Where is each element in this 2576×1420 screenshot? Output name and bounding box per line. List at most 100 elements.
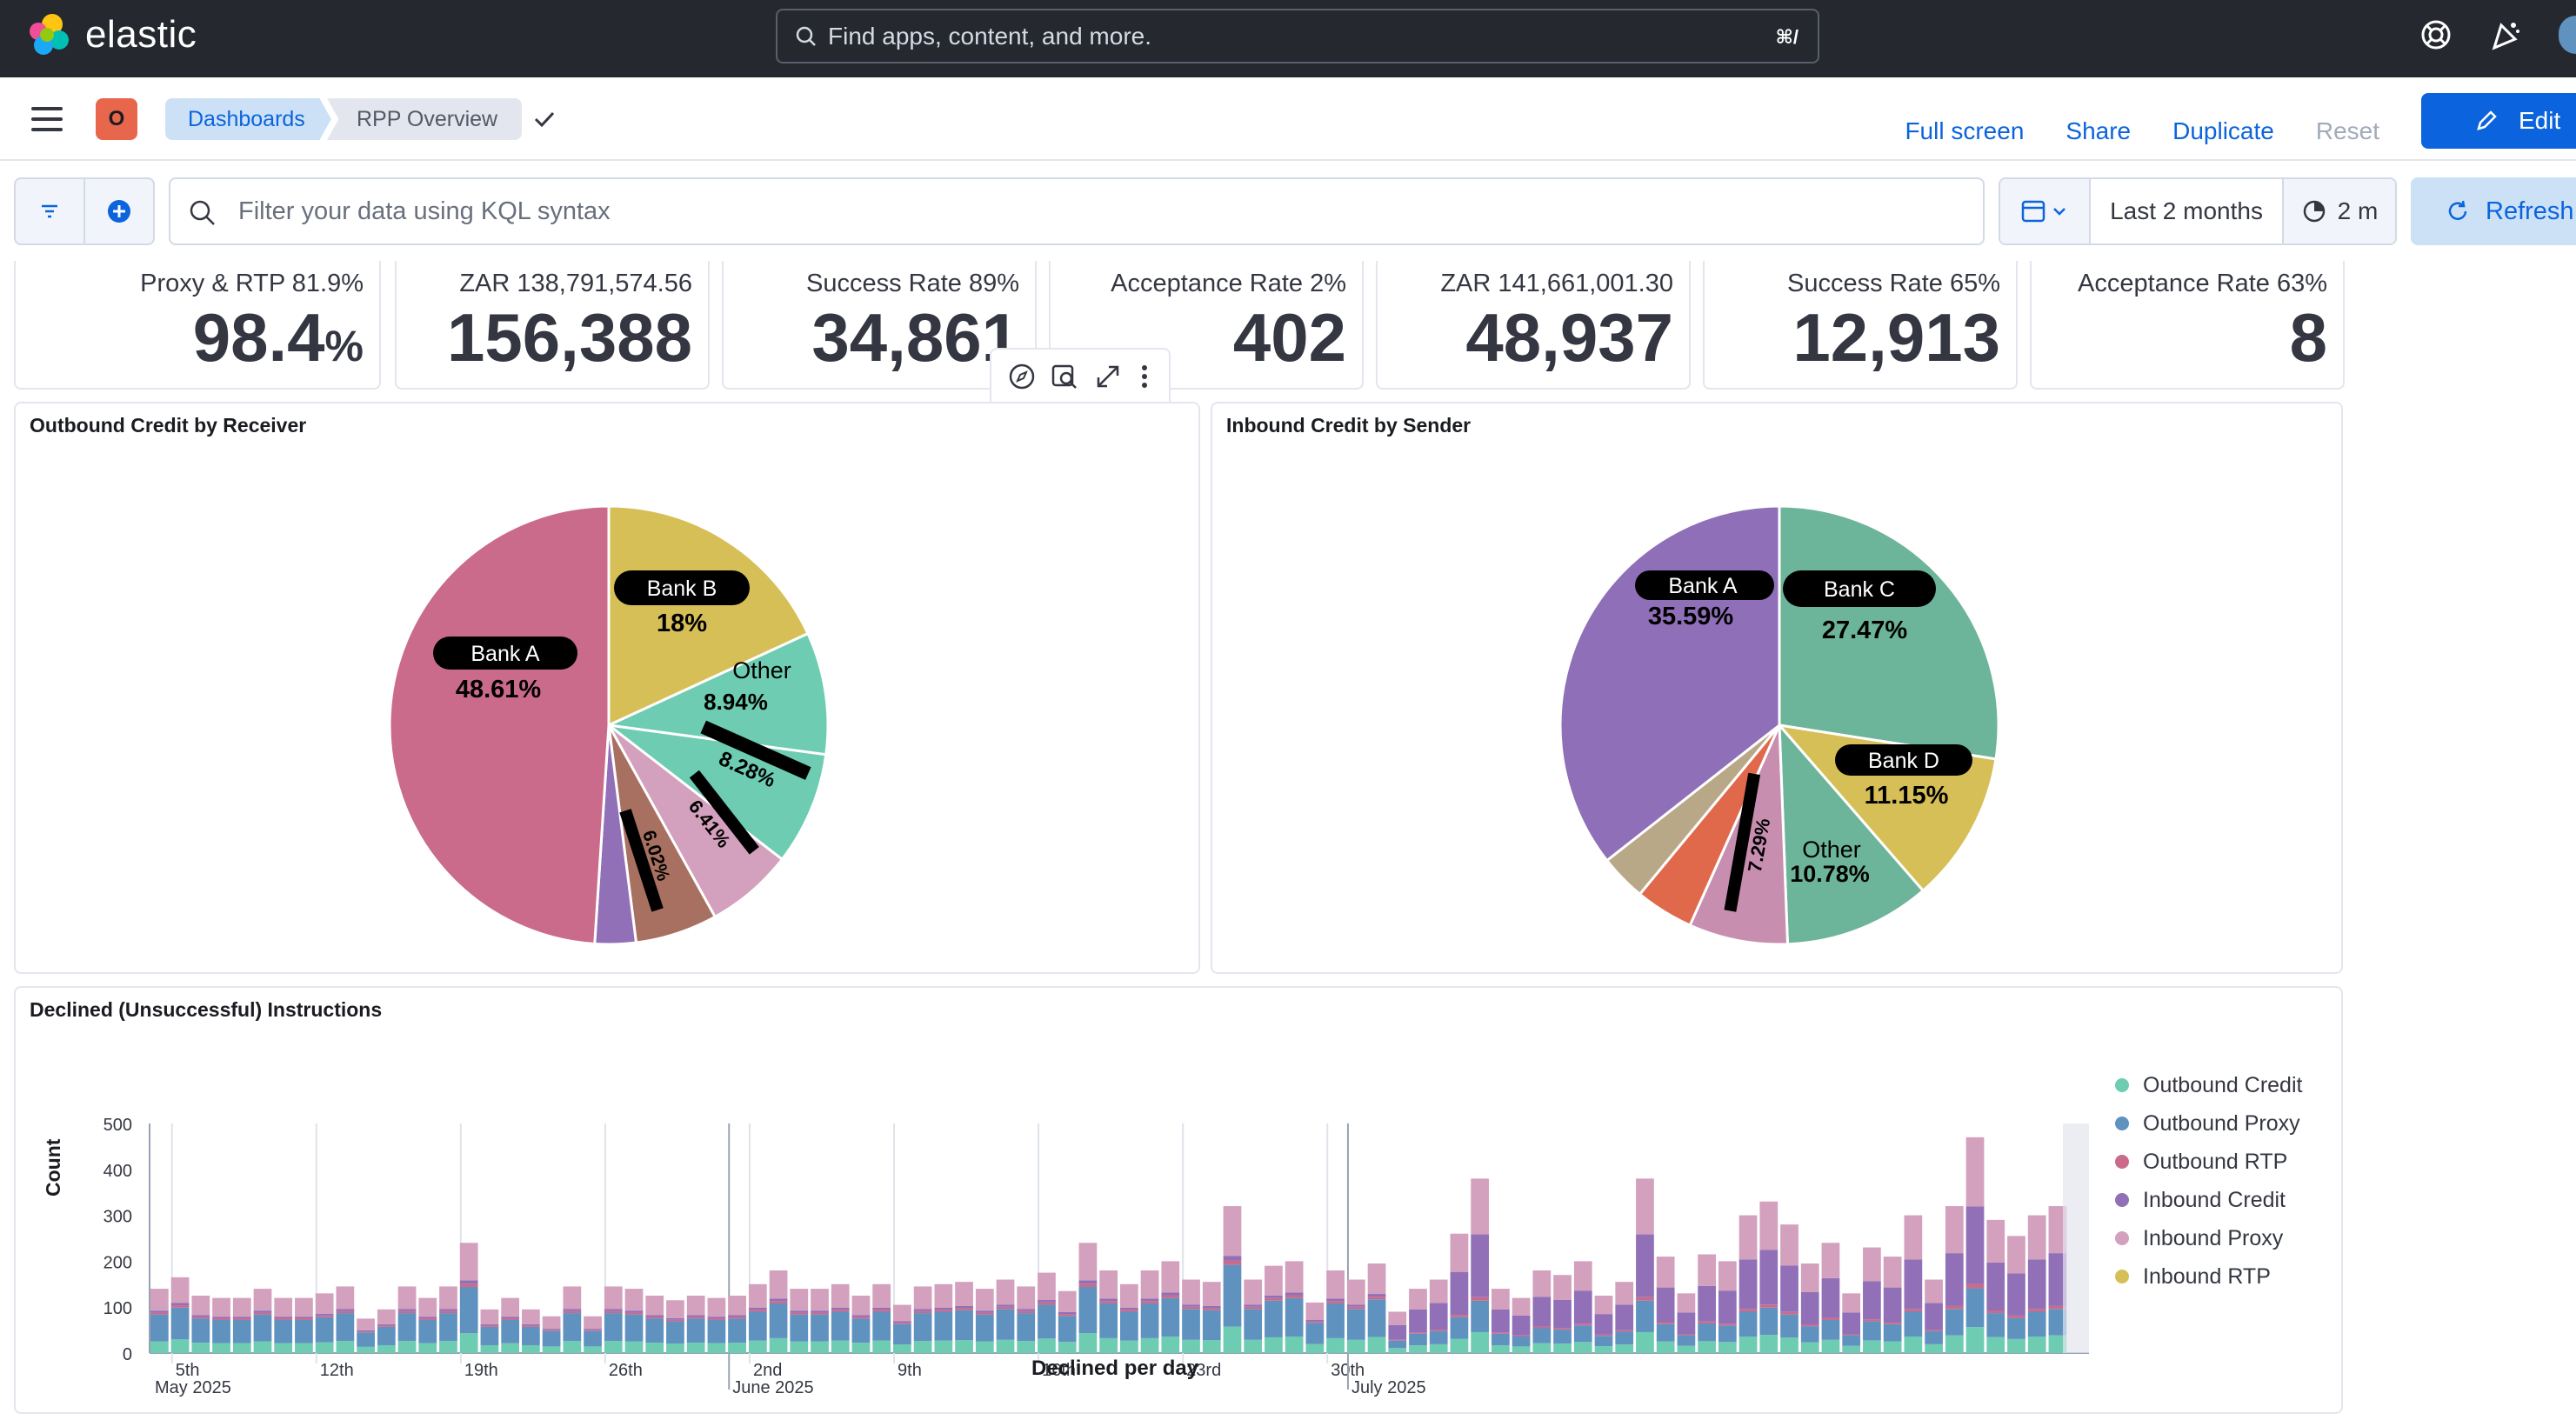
bar-segment[interactable] bbox=[1388, 1340, 1407, 1349]
refresh-button[interactable]: Refresh bbox=[2411, 177, 2576, 245]
bar-segment[interactable] bbox=[459, 1243, 478, 1281]
bar-segment[interactable] bbox=[212, 1318, 230, 1320]
bar-segment[interactable] bbox=[315, 1342, 334, 1353]
bar-segment[interactable] bbox=[1409, 1309, 1427, 1333]
bar-segment[interactable] bbox=[397, 1341, 417, 1353]
bar-segment[interactable] bbox=[748, 1283, 767, 1308]
kql-filter-input[interactable]: Filter your data using KQL syntax bbox=[169, 177, 1985, 245]
bar-segment[interactable] bbox=[1656, 1341, 1675, 1353]
more-options-icon[interactable] bbox=[1136, 362, 1153, 391]
bar-segment[interactable] bbox=[1450, 1317, 1469, 1339]
bar-segment[interactable] bbox=[232, 1297, 251, 1317]
bar-segment[interactable] bbox=[459, 1280, 478, 1284]
bar-segment[interactable] bbox=[893, 1304, 911, 1322]
bar-segment[interactable] bbox=[1202, 1340, 1221, 1353]
bar-segment[interactable] bbox=[170, 1339, 190, 1353]
bar-segment[interactable] bbox=[1346, 1339, 1365, 1353]
bar-segment[interactable] bbox=[1265, 1337, 1283, 1353]
bar-segment[interactable] bbox=[1883, 1287, 1902, 1323]
bar-segment[interactable] bbox=[1863, 1340, 1881, 1353]
compass-icon[interactable] bbox=[1007, 362, 1037, 391]
bar-segment[interactable] bbox=[666, 1300, 684, 1318]
bar-segment[interactable] bbox=[150, 1312, 169, 1315]
bar-segment[interactable] bbox=[377, 1325, 396, 1327]
bar-segment[interactable] bbox=[1017, 1310, 1036, 1314]
bar-segment[interactable] bbox=[439, 1286, 457, 1310]
bar-segment[interactable] bbox=[645, 1318, 664, 1343]
bar-segment[interactable] bbox=[542, 1329, 561, 1330]
bar-segment[interactable] bbox=[1244, 1304, 1263, 1307]
bar-segment[interactable] bbox=[1738, 1336, 1758, 1353]
bar-segment[interactable] bbox=[274, 1318, 293, 1320]
bar-segment[interactable] bbox=[1409, 1289, 1427, 1310]
bar-segment[interactable] bbox=[1925, 1303, 1943, 1330]
bar-segment[interactable] bbox=[955, 1308, 973, 1310]
bar-segment[interactable] bbox=[1904, 1259, 1923, 1310]
bar-segment[interactable] bbox=[191, 1317, 210, 1319]
bar-segment[interactable] bbox=[769, 1298, 788, 1302]
bar-segment[interactable] bbox=[1223, 1326, 1242, 1353]
bar-segment[interactable] bbox=[1244, 1306, 1263, 1310]
bar-segment[interactable] bbox=[1367, 1337, 1386, 1353]
bar-segment[interactable] bbox=[1965, 1206, 1985, 1284]
bar-segment[interactable] bbox=[459, 1333, 478, 1353]
bar-segment[interactable] bbox=[645, 1296, 664, 1316]
bar-segment[interactable] bbox=[1532, 1343, 1552, 1353]
bar-segment[interactable] bbox=[584, 1316, 602, 1330]
bar-segment[interactable] bbox=[1078, 1280, 1098, 1284]
bar-segment[interactable] bbox=[1429, 1303, 1448, 1330]
bar-segment[interactable] bbox=[1223, 1256, 1242, 1261]
bar-segment[interactable] bbox=[1842, 1334, 1861, 1336]
bar-segment[interactable] bbox=[1553, 1330, 1572, 1344]
bar-segment[interactable] bbox=[1326, 1337, 1345, 1353]
bar-segment[interactable] bbox=[2007, 1338, 2025, 1353]
bar-segment[interactable] bbox=[851, 1296, 871, 1316]
bar-segment[interactable] bbox=[1780, 1314, 1799, 1338]
bar-segment[interactable] bbox=[232, 1318, 251, 1320]
bar-segment[interactable] bbox=[397, 1309, 417, 1311]
bar-segment[interactable] bbox=[1450, 1338, 1469, 1353]
bar-segment[interactable] bbox=[1615, 1330, 1634, 1332]
bar-segment[interactable] bbox=[996, 1279, 1015, 1305]
bar-segment[interactable] bbox=[542, 1316, 561, 1330]
bar-segment[interactable] bbox=[522, 1326, 540, 1345]
bar-segment[interactable] bbox=[666, 1319, 684, 1322]
bar-segment[interactable] bbox=[1017, 1313, 1036, 1342]
bar-segment[interactable] bbox=[150, 1289, 169, 1311]
bar-segment[interactable] bbox=[170, 1305, 190, 1308]
bar-segment[interactable] bbox=[1780, 1224, 1799, 1266]
bar-segment[interactable] bbox=[1573, 1290, 1592, 1324]
bar-segment[interactable] bbox=[563, 1286, 582, 1310]
bar-segment[interactable] bbox=[1532, 1270, 1552, 1297]
bar-segment[interactable] bbox=[418, 1317, 437, 1319]
bar-segment[interactable] bbox=[975, 1310, 994, 1313]
bar-segment[interactable] bbox=[1945, 1309, 1964, 1336]
bar-segment[interactable] bbox=[1471, 1234, 1490, 1297]
bar-segment[interactable] bbox=[831, 1311, 850, 1341]
bar-segment[interactable] bbox=[336, 1309, 355, 1311]
bar-segment[interactable] bbox=[1244, 1339, 1263, 1353]
bar-segment[interactable] bbox=[1863, 1247, 1881, 1282]
bar-segment[interactable] bbox=[1223, 1264, 1242, 1327]
bar-segment[interactable] bbox=[728, 1315, 746, 1317]
bar-segment[interactable] bbox=[913, 1310, 932, 1314]
bar-segment[interactable] bbox=[1512, 1346, 1531, 1353]
bar-segment[interactable] bbox=[232, 1317, 251, 1319]
bar-segment[interactable] bbox=[1821, 1277, 1840, 1318]
bar-segment[interactable] bbox=[1698, 1321, 1716, 1323]
bar-segment[interactable] bbox=[1471, 1178, 1490, 1235]
bar-segment[interactable] bbox=[274, 1297, 293, 1317]
bar-segment[interactable] bbox=[1883, 1341, 1902, 1353]
bar-segment[interactable] bbox=[1078, 1286, 1098, 1334]
bar-segment[interactable] bbox=[150, 1310, 169, 1313]
bar-segment[interactable] bbox=[1120, 1307, 1138, 1310]
bar-segment[interactable] bbox=[1532, 1297, 1552, 1327]
bar-segment[interactable] bbox=[1038, 1272, 1056, 1301]
bar-segment[interactable] bbox=[955, 1305, 973, 1309]
bar-segment[interactable] bbox=[1161, 1336, 1180, 1353]
bar-segment[interactable] bbox=[2048, 1305, 2067, 1310]
bar-segment[interactable] bbox=[212, 1319, 230, 1343]
menu-toggle-icon[interactable] bbox=[31, 107, 63, 131]
bar-segment[interactable] bbox=[1099, 1270, 1118, 1299]
bar-segment[interactable] bbox=[1553, 1328, 1572, 1330]
